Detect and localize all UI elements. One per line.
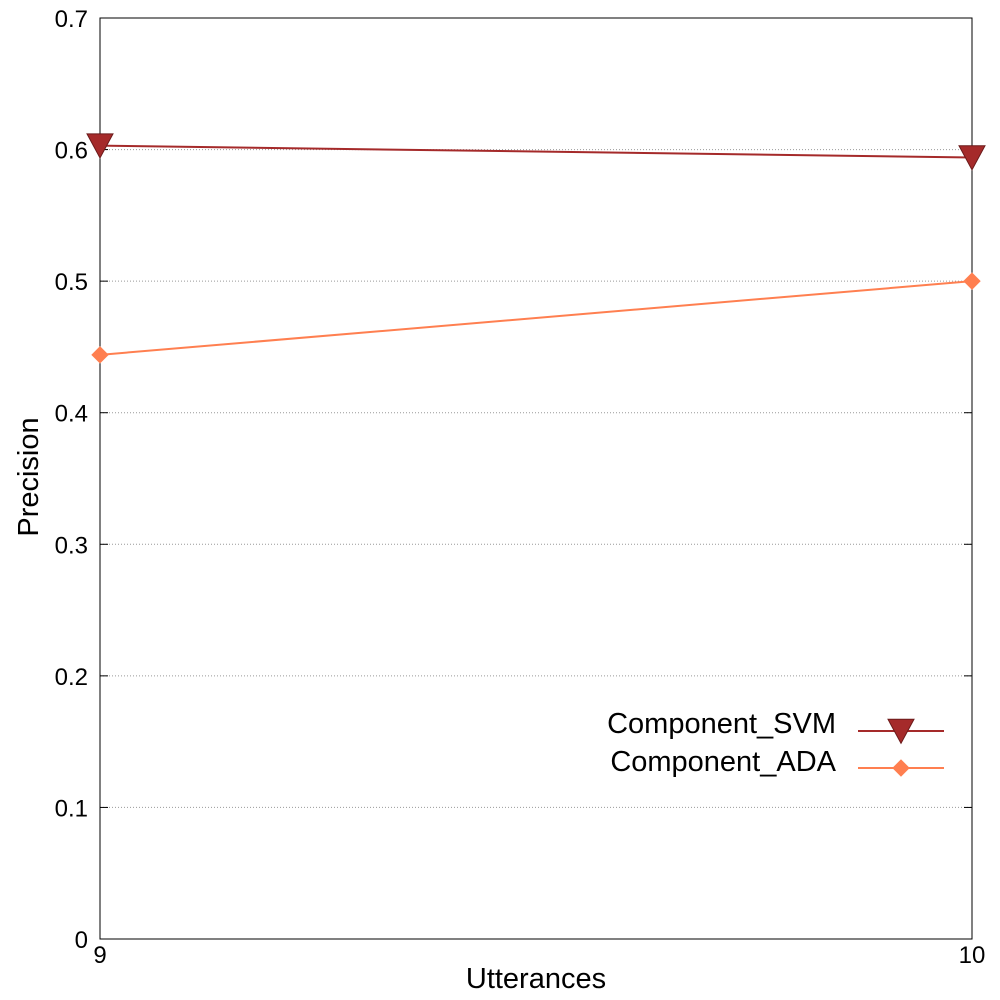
x-tick-label: 9 [93, 942, 106, 969]
legend: Component_SVM Component_ADA [560, 700, 970, 806]
y-tick-label: 0 [75, 927, 88, 954]
legend-swatch-component-ada [858, 759, 944, 777]
series-line-component-svm [99, 144, 973, 159]
y-tick-label: 0.2 [55, 664, 88, 691]
y-tick-label: 0.4 [55, 401, 88, 428]
y-tick-label: 0.5 [55, 269, 88, 296]
data-point-component-svm [86, 133, 114, 160]
y-tick-label: 0.7 [55, 6, 88, 33]
y-tick-label: 0.1 [55, 795, 88, 822]
y-axis-title: Precision [13, 417, 45, 536]
data-point-component-svm [958, 145, 986, 171]
x-tick-label: 10 [959, 942, 986, 969]
grid-lines [100, 149, 972, 808]
legend-swatch-marker [892, 759, 910, 777]
legend-background [560, 700, 970, 806]
x-axis-title: Utterances [466, 963, 606, 995]
plot-axes [99, 17, 973, 940]
data-point-component-ada [91, 346, 109, 364]
series-line-component-ada [99, 280, 973, 356]
legend-swatch-marker [887, 718, 915, 745]
axis-ticks: 0 0.1 0.2 0.3 0.4 0.5 0.6 0.7 9 10 [55, 6, 986, 969]
data-series [86, 133, 986, 364]
legend-label-component-ada: Component_ADA [610, 746, 836, 778]
legend-swatch-component-svm [858, 718, 944, 745]
y-tick-label: 0.3 [55, 532, 88, 559]
plot-frame [99, 17, 973, 940]
y-tick-label: 0.6 [55, 138, 88, 165]
legend-label-component-svm: Component_SVM [607, 708, 836, 740]
data-point-component-ada [963, 272, 981, 290]
